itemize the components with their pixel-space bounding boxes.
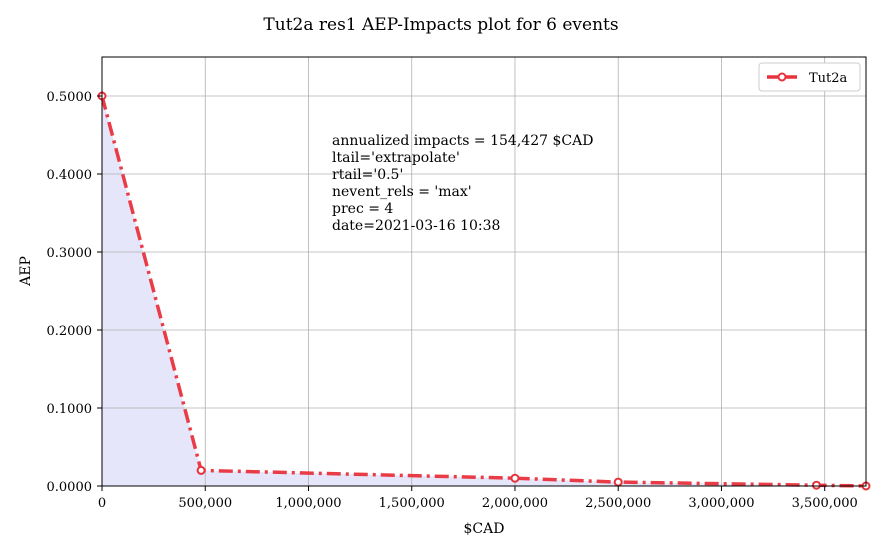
- x-tick-label: 1,500,000: [379, 496, 445, 511]
- annotation-line: nevent_rels = 'max': [332, 184, 472, 200]
- annotation-line: ltail='extrapolate': [332, 150, 460, 166]
- y-axis-label: AEP: [18, 256, 34, 287]
- legend-box: [758, 62, 861, 92]
- annotation-layer: annualized impacts = 154,427 $CADltail='…: [332, 133, 593, 234]
- area-fill-layer: [102, 96, 866, 486]
- area-fill: [102, 96, 866, 486]
- legend: Tut2a: [758, 62, 861, 92]
- y-tick-label: 0.5000: [47, 90, 93, 105]
- x-tick-label: 500,000: [178, 496, 232, 511]
- x-tick-label: 2,500,000: [585, 496, 651, 511]
- chart-title: Tut2a res1 AEP-Impacts plot for 6 events: [263, 15, 618, 35]
- data-point: [196, 465, 206, 475]
- legend-label: Tut2a: [809, 71, 848, 86]
- ticks-layer: 0 500,000 1,000,000 1,500,000 2,000,000 2,500…: [47, 90, 858, 511]
- x-tick-label: 1,000,000: [275, 496, 341, 511]
- data-point: [811, 480, 821, 490]
- grid-layer: [101, 57, 866, 487]
- series-line: [100, 95, 867, 488]
- y-tick-label: 0.3000: [47, 246, 93, 261]
- x-axis-label: $CAD: [464, 521, 505, 537]
- axes-layer: [101, 56, 867, 487]
- y-tick-label: 0.0000: [47, 480, 93, 495]
- legend-marker-swatch: [777, 72, 787, 82]
- plot-frame: [101, 56, 867, 487]
- data-point: [510, 473, 520, 483]
- annotation-line: annualized impacts = 154,427 $CAD: [332, 133, 593, 149]
- series-layer: [97, 91, 871, 491]
- y-tick-label: 0.4000: [47, 168, 93, 183]
- annotation-line: date=2021-03-16 10:38: [332, 218, 500, 234]
- x-tick-label: 3,500,000: [792, 496, 858, 511]
- x-tick-label: 2,000,000: [482, 496, 548, 511]
- x-tick-label: 0: [98, 496, 106, 511]
- y-tick-label: 0.2000: [47, 324, 93, 339]
- annotation-line: rtail='0.5': [332, 167, 403, 183]
- y-tick-label: 0.1000: [47, 402, 93, 417]
- x-tick-label: 3,000,000: [688, 496, 754, 511]
- annotation-line: prec = 4: [332, 201, 393, 217]
- data-point: [613, 477, 623, 487]
